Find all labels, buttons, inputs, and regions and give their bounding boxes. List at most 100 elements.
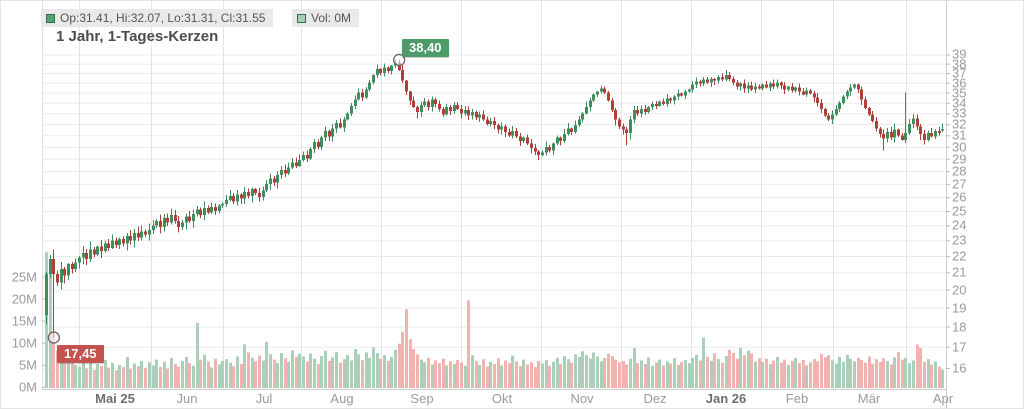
volume-bar — [361, 360, 364, 388]
volume-bar — [159, 367, 162, 388]
candle-body — [629, 119, 632, 134]
candle-body — [824, 109, 827, 116]
candle-body — [919, 126, 922, 135]
candle-body — [886, 131, 889, 139]
volume-bar — [122, 367, 125, 388]
candle-body — [188, 216, 191, 221]
volume-bar — [71, 359, 74, 388]
volume-bar — [412, 348, 415, 388]
volume-bar — [343, 359, 346, 388]
volume-bar — [478, 364, 481, 388]
volume-bar — [229, 362, 232, 388]
x-axis-label: Aug — [330, 391, 354, 406]
price-axis-label: 23 — [952, 232, 967, 248]
candle-body — [357, 92, 360, 100]
volume-bar — [196, 322, 199, 388]
volume-bar — [368, 357, 371, 388]
candle-body — [647, 106, 650, 113]
volume-bar — [680, 361, 683, 388]
candle-body — [820, 102, 823, 110]
volume-bar — [570, 362, 573, 388]
candle-body — [383, 67, 386, 74]
volume-bar — [313, 358, 316, 388]
volume-bar — [908, 363, 911, 388]
volume-bar — [133, 363, 136, 388]
candle-body — [754, 86, 757, 90]
volume-bar — [225, 359, 228, 388]
x-axis-label: Okt — [491, 391, 513, 406]
volume-bar — [431, 364, 434, 388]
candle-body — [489, 120, 492, 125]
candle-body — [122, 238, 125, 244]
volume-bar — [115, 370, 118, 388]
candle-body — [111, 240, 114, 249]
volume-bar — [713, 353, 716, 388]
candle-body — [614, 110, 617, 120]
volume-bar — [702, 337, 705, 388]
volume-bar — [581, 351, 584, 388]
candle-body — [449, 106, 452, 112]
volume-bar — [772, 360, 775, 388]
candle-body — [152, 225, 155, 230]
candle-body — [882, 134, 885, 139]
volume-bar — [791, 360, 794, 388]
candle-body — [658, 101, 661, 106]
volume-bar — [192, 365, 195, 388]
volume-bar — [276, 363, 279, 388]
candle-body — [100, 246, 103, 252]
candle-body — [864, 99, 867, 108]
volume-bar — [63, 355, 66, 388]
volume-bar — [254, 361, 257, 388]
volume-bar — [251, 357, 254, 388]
legend-ohlc-label: Op:31.41, Hi:32.07, Lo:31.31, Cl:31.55 — [60, 11, 266, 25]
volume-bar — [846, 354, 849, 388]
candle-body — [74, 262, 77, 269]
volume-bar — [743, 355, 746, 388]
volume-bar — [284, 358, 287, 388]
legend-ohlc-chip[interactable]: Op:31.41, Hi:32.07, Lo:31.31, Cl:31.55 — [41, 9, 274, 27]
candle-body — [794, 87, 797, 91]
volume-bar — [691, 357, 694, 388]
volume-bar — [904, 357, 907, 388]
volume-bar — [838, 356, 841, 388]
candle-body — [596, 91, 599, 95]
volume-bar — [67, 362, 70, 388]
candle-body — [423, 101, 426, 105]
x-axis-label: Jul — [255, 391, 273, 406]
volume-axis-label: 10M — [11, 335, 37, 351]
volume-bar — [736, 358, 739, 388]
candle-body — [603, 88, 606, 93]
volume-bar — [78, 366, 81, 388]
candle-body — [846, 91, 849, 97]
candle-body — [170, 215, 173, 223]
volume-bar — [860, 360, 863, 388]
candle-body — [559, 137, 562, 142]
candle-body — [640, 109, 643, 114]
volume-bar — [166, 368, 169, 388]
candle-body — [174, 215, 177, 221]
candle-body — [798, 87, 801, 92]
volume-bar — [662, 365, 665, 388]
volume-bar — [600, 361, 603, 388]
volume-bar — [423, 362, 426, 388]
candle-body — [471, 112, 474, 116]
candle-body — [115, 240, 118, 245]
volume-bar — [655, 362, 658, 388]
candle-body — [442, 109, 445, 115]
volume-bar — [398, 343, 401, 388]
volume-bar — [669, 363, 672, 388]
candle-body — [581, 113, 584, 120]
volume-bar — [475, 360, 478, 388]
volume-bar — [559, 364, 562, 388]
volume-bar — [816, 361, 819, 388]
volume-bar — [578, 356, 581, 388]
volume-bar — [644, 364, 647, 388]
legend-volume-chip[interactable]: Vol: 0M — [292, 9, 360, 27]
volume-bar — [295, 356, 298, 388]
volume-bar — [530, 362, 533, 388]
candle-body — [927, 133, 930, 140]
volume-bar — [934, 361, 937, 388]
price-axis-label: 27 — [952, 176, 967, 192]
candle-body — [453, 104, 456, 112]
